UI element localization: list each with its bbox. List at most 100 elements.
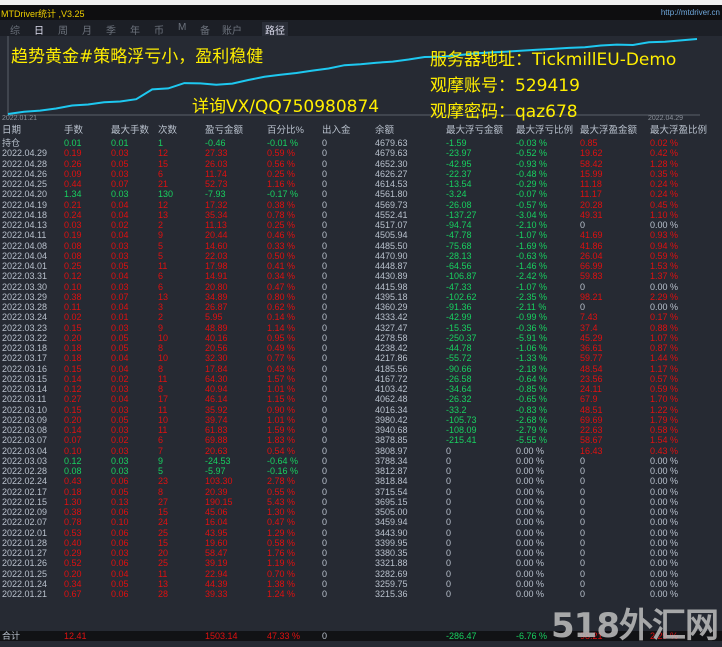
cell-盈亏金额: 11.13 bbox=[205, 220, 227, 230]
column-header[interactable]: 日期 bbox=[2, 125, 22, 136]
table-row[interactable]: 2022.01.26 0.52 0.06 25 39.19 1.19 % 0 3321.88 0… bbox=[0, 558, 722, 568]
table-row[interactable]: 2022.03.28 0.11 0.04 3 26.87 0.62 % 0 4360.29 -9… bbox=[0, 302, 722, 312]
tab-5[interactable]: 年 bbox=[130, 26, 140, 37]
table-row[interactable]: 2022.02.28 0.08 0.03 5 -5.97 -0.16 % 0 3812.87 0… bbox=[0, 466, 722, 476]
table-row[interactable]: 2022.04.28 0.26 0.05 15 26.03 0.56 % 0 4652.30 -… bbox=[0, 159, 722, 169]
cell-出入金: 0 bbox=[322, 138, 328, 148]
table-row[interactable]: 2022.03.30 0.10 0.03 6 20.80 0.47 % 0 4415.98 -4… bbox=[0, 282, 722, 292]
table-row[interactable]: 2022.01.24 0.34 0.05 13 44.39 1.38 % 0 3259.75 0… bbox=[0, 579, 722, 589]
table-row[interactable]: 2022.01.25 0.20 0.04 11 22.94 0.70 % 0 3282.69 0… bbox=[0, 569, 722, 579]
cell-最大手数: 0.03 bbox=[111, 384, 129, 394]
cell-最大浮盈比例: 0.57 % bbox=[650, 373, 679, 384]
cell-最大浮盈金额: 67.9 bbox=[580, 394, 598, 405]
table-row[interactable]: 2022.03.18 0.18 0.05 8 20.56 0.49 % 0 4238.42 -4… bbox=[0, 343, 722, 353]
table-row[interactable]: 2022.04.18 0.24 0.04 13 35.34 0.78 % 0 4552.41 -… bbox=[0, 210, 722, 220]
tab-7[interactable]: M bbox=[178, 22, 187, 33]
cell-最大浮盈比例: 1.70 % bbox=[650, 394, 679, 405]
tab-3[interactable]: 月 bbox=[82, 26, 92, 37]
table-row[interactable]: 2022.03.10 0.15 0.03 11 35.92 0.90 % 0 4016.34 -… bbox=[0, 405, 722, 415]
cell-最大浮亏金额: -23.97 bbox=[446, 148, 472, 159]
table-row[interactable]: 2022.03.31 0.12 0.04 6 14.91 0.34 % 0 4430.89 -1… bbox=[0, 271, 722, 281]
table-row[interactable]: 2022.03.07 0.07 0.02 6 69.88 1.83 % 0 3878.85 -2… bbox=[0, 435, 722, 445]
column-header[interactable]: 余额 bbox=[375, 125, 395, 136]
cell-盈亏金额: 11.74 bbox=[205, 168, 227, 179]
table-row[interactable]: 2022.03.17 0.18 0.04 10 32.30 0.77 % 0 4217.86 -… bbox=[0, 353, 722, 363]
table-row[interactable]: 2022.02.01 0.53 0.06 25 43.95 1.29 % 0 3443.90 0… bbox=[0, 528, 722, 538]
total-row-bg bbox=[0, 631, 722, 641]
table-row[interactable]: 2022.04.26 0.09 0.03 6 11.74 0.25 % 0 4626.27 -2… bbox=[0, 169, 722, 179]
table-row[interactable]: 2022.03.11 0.27 0.04 17 46.14 1.15 % 0 4062.48 -… bbox=[0, 394, 722, 404]
cell-日期: 合计 bbox=[2, 631, 21, 641]
path-button[interactable]: 路径 bbox=[262, 22, 288, 37]
table-row[interactable]: 2022.04.25 0.44 0.07 21 52.73 1.16 % 0 4614.53 -… bbox=[0, 179, 722, 189]
cell-余额: 3399.95 bbox=[375, 537, 408, 548]
cell-百分比%: 1.38 % bbox=[267, 578, 296, 589]
tab-0[interactable]: 综 bbox=[10, 26, 20, 37]
cell-最大浮盈比例: 2.29 % bbox=[650, 291, 679, 302]
column-header[interactable]: 出入金 bbox=[322, 125, 351, 136]
tab-2[interactable]: 周 bbox=[58, 26, 68, 37]
table-row[interactable]: 2022.02.07 0.78 0.10 24 16.04 0.47 % 0 3459.94 0… bbox=[0, 517, 722, 527]
table-row[interactable]: 2022.02.17 0.18 0.05 8 20.39 0.55 % 0 3715.54 0 0… bbox=[0, 487, 722, 497]
table-row[interactable]: 2022.02.15 1.30 0.13 27 190.15 5.43 % 0 3695.15… bbox=[0, 497, 722, 507]
cell-最大浮亏金额: -15.35 bbox=[446, 322, 472, 333]
cell-日期: 2022.01.21 bbox=[2, 589, 48, 599]
column-header[interactable]: 最大浮亏金额 bbox=[446, 125, 504, 136]
table-row[interactable]: 2022.04.01 0.25 0.05 11 17.98 0.41 % 0 4448.87 -… bbox=[0, 261, 722, 271]
table-row[interactable]: 2022.03.24 0.02 0.01 2 5.95 0.14 % 0 4333.42 -42… bbox=[0, 312, 722, 322]
column-header[interactable]: 最大浮亏比例 bbox=[516, 125, 574, 136]
table-row[interactable]: 2022.04.19 0.21 0.04 12 17.32 0.38 % 0 4569.73 -… bbox=[0, 200, 722, 210]
column-header[interactable]: 次数 bbox=[158, 125, 178, 136]
table-row[interactable]: 2022.02.24 0.43 0.06 23 103.30 2.78 % 0 3818.84… bbox=[0, 476, 722, 486]
table-row[interactable]: 2022.03.03 0.12 0.03 9 -24.53 -0.64 % 0 3788.34… bbox=[0, 456, 722, 466]
table-row[interactable]: 2022.04.11 0.19 0.04 9 20.44 0.46 % 0 4505.94 -4… bbox=[0, 230, 722, 240]
table-row[interactable]: 2022.03.16 0.15 0.04 8 17.84 0.43 % 0 4185.56 -9… bbox=[0, 364, 722, 374]
table-row[interactable]: 2022.03.22 0.20 0.05 10 40.16 0.95 % 0 4278.58 -… bbox=[0, 333, 722, 343]
table-row[interactable]: 2022.04.29 0.19 0.03 12 27.33 0.59 % 0 4679.63 -… bbox=[0, 148, 722, 158]
tab-8[interactable]: 备 bbox=[200, 26, 210, 37]
table-row[interactable]: 2022.03.09 0.20 0.05 10 39.74 1.01 % 0 3980.42 -… bbox=[0, 415, 722, 425]
table-row[interactable]: 2022.03.29 0.38 0.07 13 34.89 0.80 % 0 4395.18 -… bbox=[0, 292, 722, 302]
table-row[interactable]: 2022.01.21 0.67 0.06 28 39.33 1.24 % 0 3215.36 0… bbox=[0, 589, 722, 599]
table-row[interactable]: 2022.03.14 0.12 0.03 8 40.94 1.01 % 0 4103.42 -3… bbox=[0, 384, 722, 394]
table-row[interactable]: 2022.03.04 0.10 0.03 7 20.63 0.54 % 0 3808.97 0 0… bbox=[0, 446, 722, 456]
cell-次数: 6 bbox=[158, 168, 164, 179]
table-row[interactable]: 2022.01.27 0.29 0.03 20 58.47 1.76 % 0 3380.35 0… bbox=[0, 548, 722, 558]
cell-日期: 2022.04.13 bbox=[2, 220, 48, 230]
table-row[interactable]: 2022.03.08 0.14 0.03 11 61.83 1.59 % 0 3940.68 -… bbox=[0, 425, 722, 435]
cell-最大手数: 0.03 bbox=[111, 250, 129, 261]
column-header[interactable]: 百分比% bbox=[267, 125, 304, 136]
total-row[interactable]: 合计 12.41 1503.14 47.33 % 0 -286.47 -6.76 % 98.2… bbox=[0, 631, 722, 641]
column-header[interactable]: 最大浮盈金额 bbox=[580, 125, 638, 136]
column-header[interactable]: 最大浮盈比例 bbox=[650, 125, 708, 136]
table-row[interactable]: 2022.04.20 1.34 0.03 130 -7.93 -0.17 % 0 4561.8… bbox=[0, 189, 722, 199]
cell-次数: 5 bbox=[158, 466, 164, 476]
cell-日期: 2022.03.14 bbox=[2, 384, 48, 394]
table-row[interactable]: 2022.03.23 0.15 0.03 9 48.89 1.14 % 0 4327.47 -1… bbox=[0, 323, 722, 333]
cell-最大浮盈比例: 0.00 % bbox=[650, 476, 679, 487]
table-row[interactable]: 持仓 0.01 0.01 1 -0.46 -0.01 % 0 4679.63 -1.59 -0.0… bbox=[0, 138, 722, 148]
column-header[interactable]: 盈亏金额 bbox=[205, 125, 244, 136]
cell-日期: 2022.04.11 bbox=[2, 230, 47, 241]
table-row[interactable]: 2022.01.28 0.40 0.06 15 19.60 0.58 % 0 3399.95 0… bbox=[0, 538, 722, 548]
cell-余额: 4185.56 bbox=[375, 363, 408, 374]
cell-出入金: 0 bbox=[322, 558, 328, 569]
cell-最大浮盈比例: 1.79 % bbox=[650, 414, 679, 425]
table-row[interactable]: 2022.02.09 0.38 0.06 15 45.06 1.30 % 0 3505.00 0… bbox=[0, 507, 722, 517]
website-link[interactable]: http://mtdriver.cn bbox=[660, 8, 720, 17]
column-header[interactable]: 手数 bbox=[64, 125, 84, 136]
tab-4[interactable]: 季 bbox=[106, 26, 116, 37]
table-row[interactable]: 2022.04.08 0.08 0.03 5 14.60 0.33 % 0 4485.50 -7… bbox=[0, 241, 722, 251]
table-row[interactable]: 2022.04.04 0.08 0.03 5 22.03 0.50 % 0 4470.90 -2… bbox=[0, 251, 722, 261]
tab-1[interactable]: 日 bbox=[34, 26, 44, 37]
cell-百分比%: -0.64 % bbox=[267, 455, 299, 466]
column-header[interactable]: 最大手数 bbox=[111, 125, 150, 136]
tab-9[interactable]: 账户 bbox=[222, 26, 242, 37]
cell-最大浮亏金额: 0 bbox=[446, 486, 452, 497]
table-row[interactable]: 2022.04.13 0.03 0.02 2 11.13 0.25 % 0 4517.07 -9… bbox=[0, 220, 722, 230]
table-row[interactable]: 2022.03.15 0.14 0.02 11 64.30 1.57 % 0 4167.72 -… bbox=[0, 374, 722, 384]
cell-最大浮盈金额: 58.42 bbox=[580, 158, 603, 169]
cell-盈亏金额: 14.60 bbox=[205, 240, 228, 251]
tab-6[interactable]: 币 bbox=[154, 26, 164, 37]
cell-最大浮亏金额: -286.47 bbox=[446, 631, 477, 641]
